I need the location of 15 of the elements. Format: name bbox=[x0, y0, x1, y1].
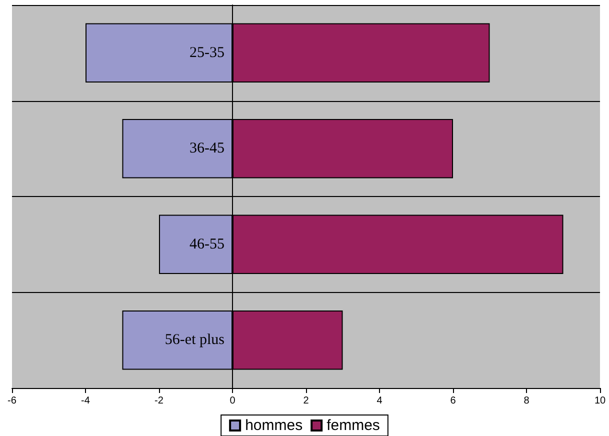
x-tick-label: -4 bbox=[81, 396, 90, 406]
x-tick-label: 2 bbox=[303, 396, 310, 406]
x-tick-label: 0 bbox=[230, 396, 236, 406]
y-tick-label: 46-55 bbox=[190, 236, 224, 252]
x-tick-label: 10 bbox=[594, 396, 606, 406]
y-tick-label: 25-35 bbox=[190, 44, 224, 61]
x-tick-label: 8 bbox=[524, 396, 530, 406]
legend-label: hommes bbox=[245, 417, 303, 434]
legend-label: femmes bbox=[326, 417, 380, 434]
x-tick-label: 4 bbox=[376, 396, 383, 406]
y-tick-label: 56-et plus bbox=[164, 332, 225, 348]
x-tick-label: -2 bbox=[154, 396, 164, 406]
y-tick-label: 36-45 bbox=[190, 140, 224, 157]
x-tick-label: -6 bbox=[8, 396, 17, 406]
x-tick-label: 6 bbox=[450, 396, 456, 406]
